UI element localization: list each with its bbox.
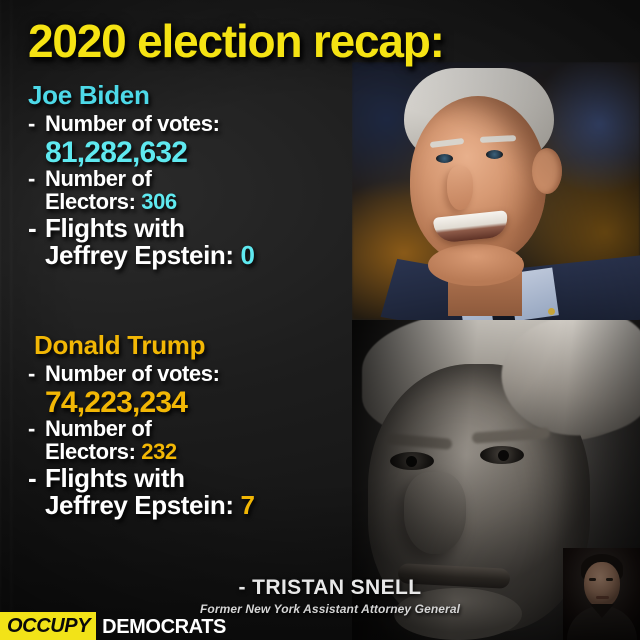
tristan-snell-portrait <box>563 548 640 640</box>
attribution-name: - TRISTAN SNELL <box>238 576 422 599</box>
biden-lapel-pin <box>548 308 555 315</box>
trump-flights-value: 7 <box>240 490 255 521</box>
biden-votes-label-row: - Number of votes: <box>0 111 352 136</box>
trump-flights-line2: Jeffrey Epstein: 7 <box>45 492 352 519</box>
bullet-dash-icon: - <box>28 213 37 244</box>
trump-electors-label-line2: Electors: <box>45 439 136 465</box>
joe-biden-photo <box>352 62 640 320</box>
bullet-dash-icon: - <box>28 416 35 442</box>
biden-electors-value: 306 <box>141 189 177 215</box>
trump-electors-label-line1: Number of <box>45 416 152 442</box>
snell-eye-left <box>589 578 596 581</box>
biden-ear <box>532 148 562 194</box>
biden-flights-label-line1: Flights with <box>45 213 185 244</box>
trump-flights-label-line2: Jeffrey Epstein: <box>45 490 234 521</box>
trump-electors-value: 232 <box>141 439 177 465</box>
bullet-dash-icon: - <box>28 361 35 386</box>
biden-electors-label-line1: Number of <box>45 166 152 192</box>
occupy-democrats-logo: OCCUPY DEMOCRATS <box>0 612 226 640</box>
logo-democrats-text: DEMOCRATS <box>102 615 226 638</box>
snell-eye-right <box>606 578 613 581</box>
biden-nose <box>447 166 473 210</box>
bullet-dash-icon: - <box>28 463 37 494</box>
biden-chin <box>428 244 524 286</box>
biden-electors-label-line2: Electors: <box>45 189 136 215</box>
snell-face <box>584 562 620 608</box>
biden-votes-value: 81,282,632 <box>45 135 188 169</box>
trump-electors-line2: Electors: 232 <box>45 439 352 465</box>
attribution: - TRISTAN SNELL Former New York Assistan… <box>150 576 510 616</box>
biden-eye-left <box>436 154 453 163</box>
biden-stats-block: Joe Biden - Number of votes: 81,282,632 … <box>0 80 352 270</box>
biden-eye-right <box>486 150 503 159</box>
page-title: 2020 election recap: <box>28 15 445 67</box>
biden-flights-line2: Jeffrey Epstein: 0 <box>45 242 352 269</box>
trump-flights-row: - Flights with Jeffrey Epstein: 7 <box>0 465 352 519</box>
bullet-dash-icon: - <box>28 166 35 192</box>
biden-flights-row: - Flights with Jeffrey Epstein: 0 <box>0 215 352 269</box>
biden-electors-row: - Number of Electors: 306 <box>0 166 352 215</box>
biden-flights-label-line2: Jeffrey Epstein: <box>45 240 234 271</box>
trump-votes-value: 74,223,234 <box>45 385 188 419</box>
biden-votes-label: Number of votes: <box>45 111 220 136</box>
bullet-dash-icon: - <box>28 111 35 136</box>
trump-votes-label: Number of votes: <box>45 361 220 386</box>
logo-occupy-text: OCCUPY <box>0 612 97 640</box>
trump-electors-row: - Number of Electors: 232 <box>0 416 352 465</box>
biden-name-heading: Joe Biden <box>28 80 150 110</box>
trump-votes-label-row: - Number of votes: <box>0 361 352 386</box>
biden-flights-value: 0 <box>240 240 255 271</box>
trump-flights-label-line1: Flights with <box>45 463 185 494</box>
trump-stats-block: Donald Trump - Number of votes: 74,223,2… <box>0 330 352 520</box>
snell-mouth <box>596 596 609 599</box>
biden-electors-line2: Electors: 306 <box>45 189 352 215</box>
trump-name-heading: Donald Trump <box>34 330 206 360</box>
